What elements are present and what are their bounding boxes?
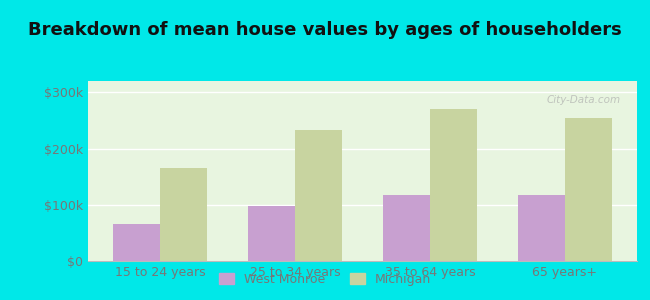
Text: Breakdown of mean house values by ages of householders: Breakdown of mean house values by ages o… xyxy=(28,21,622,39)
Bar xyxy=(430,109,477,261)
Bar xyxy=(565,118,612,261)
Bar xyxy=(295,130,342,261)
Bar xyxy=(160,168,207,261)
Legend: West Monroe, Michigan: West Monroe, Michigan xyxy=(214,268,436,291)
Bar xyxy=(383,195,430,261)
Bar xyxy=(112,224,160,261)
Bar xyxy=(517,195,565,261)
Text: City-Data.com: City-Data.com xyxy=(547,95,621,105)
Bar xyxy=(248,206,295,261)
